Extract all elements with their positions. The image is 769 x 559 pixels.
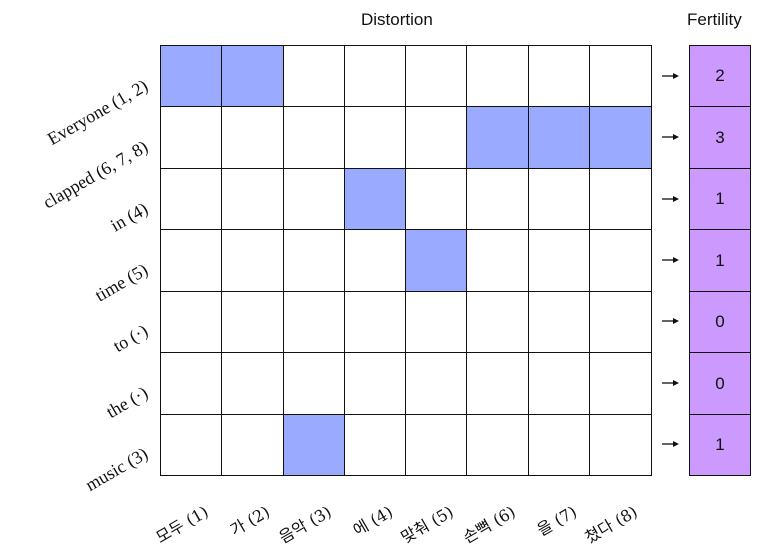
- grid-cell: [343, 413, 407, 477]
- target-word-label: 음악 (3): [275, 502, 335, 548]
- grid-cell: [282, 290, 346, 354]
- grid-cell: [160, 413, 223, 477]
- grid-cell: [466, 229, 529, 293]
- grid-cell: [405, 45, 468, 108]
- target-word-label: 손뼉 (6): [459, 502, 519, 548]
- grid-cell: [160, 352, 223, 416]
- source-word-label: time (5): [90, 259, 151, 306]
- arrow-icon: [662, 318, 679, 325]
- distortion-header: Distortion: [361, 10, 433, 29]
- source-word-label: to (·): [109, 320, 151, 357]
- grid-cell: [282, 229, 346, 293]
- fertility-cell: 1: [689, 413, 751, 477]
- grid-cell: [405, 290, 468, 354]
- grid-cell: [160, 229, 223, 293]
- grid-cell: [466, 167, 529, 231]
- grid-cell: [160, 167, 223, 231]
- aligned-cell: [527, 106, 591, 170]
- source-word-label: the (·): [102, 382, 151, 422]
- aligned-cell: [160, 45, 223, 108]
- grid-cell: [221, 413, 284, 477]
- aligned-cell: [405, 229, 468, 293]
- source-word-label: music (3): [81, 443, 151, 496]
- arrow-icon: [662, 441, 679, 448]
- grid-cell: [527, 413, 591, 477]
- target-word-label: 에 (4): [349, 502, 396, 540]
- grid-cell: [527, 229, 591, 293]
- grid-cell: [527, 352, 591, 416]
- target-word-label: 을 (7): [533, 502, 580, 540]
- fertility-header: Fertility: [687, 10, 742, 29]
- arrow-icon: [662, 257, 679, 263]
- arrow-icon: [662, 379, 679, 386]
- grid-cell: [466, 290, 529, 354]
- target-word-label: 쳤다 (8): [581, 502, 641, 548]
- grid-cell: [343, 106, 407, 170]
- grid-cell: [405, 352, 468, 416]
- grid-cell: [221, 106, 284, 170]
- grid-cell: [588, 167, 652, 231]
- grid-cell: [527, 290, 591, 354]
- arrow-icon: [662, 195, 679, 202]
- target-word-label: 맞춰 (5): [398, 502, 458, 548]
- grid-cell: [160, 290, 223, 354]
- grid-cell: [527, 167, 591, 231]
- fertility-cell: 1: [689, 167, 751, 231]
- aligned-cell: [221, 45, 284, 108]
- grid-cell: [466, 352, 529, 416]
- grid-cell: [588, 413, 652, 477]
- grid-cell: [343, 45, 407, 108]
- arrow-icon: [662, 134, 679, 141]
- grid-cell: [343, 229, 407, 293]
- grid-cell: [343, 290, 407, 354]
- aligned-cell: [343, 167, 407, 231]
- grid-cell: [221, 290, 284, 354]
- fertility-cell: 2: [689, 45, 751, 108]
- fertility-cell: 3: [689, 106, 751, 170]
- grid-cell: [405, 106, 468, 170]
- grid-cell: [282, 45, 346, 108]
- grid-cell: [221, 229, 284, 293]
- target-word-label: 모두 (1): [153, 502, 213, 548]
- grid-cell: [588, 45, 652, 108]
- source-word-label: Everyone (1, 2): [43, 75, 151, 149]
- fertility-cell: 0: [689, 290, 751, 354]
- aligned-cell: [282, 413, 346, 477]
- grid-cell: [221, 167, 284, 231]
- grid-cell: [282, 106, 346, 170]
- grid-cell: [160, 106, 223, 170]
- grid-cell: [405, 413, 468, 477]
- source-word-label: in (4): [106, 197, 151, 236]
- alignment-grid: [160, 45, 652, 477]
- fertility-cell: 1: [689, 229, 751, 293]
- target-word-label: 가 (2): [227, 502, 274, 540]
- grid-cell: [343, 352, 407, 416]
- grid-cell: [588, 229, 652, 293]
- grid-cell: [282, 352, 346, 416]
- grid-cell: [588, 290, 652, 354]
- grid-cell: [588, 352, 652, 416]
- aligned-cell: [588, 106, 652, 170]
- fertility-cell: 0: [689, 352, 751, 416]
- grid-cell: [221, 352, 284, 416]
- grid-cell: [405, 167, 468, 231]
- grid-cell: [466, 413, 529, 477]
- aligned-cell: [466, 106, 529, 170]
- arrow-icon: [662, 72, 679, 79]
- grid-cell: [282, 167, 346, 231]
- grid-cell: [527, 45, 591, 108]
- grid-cell: [466, 45, 529, 108]
